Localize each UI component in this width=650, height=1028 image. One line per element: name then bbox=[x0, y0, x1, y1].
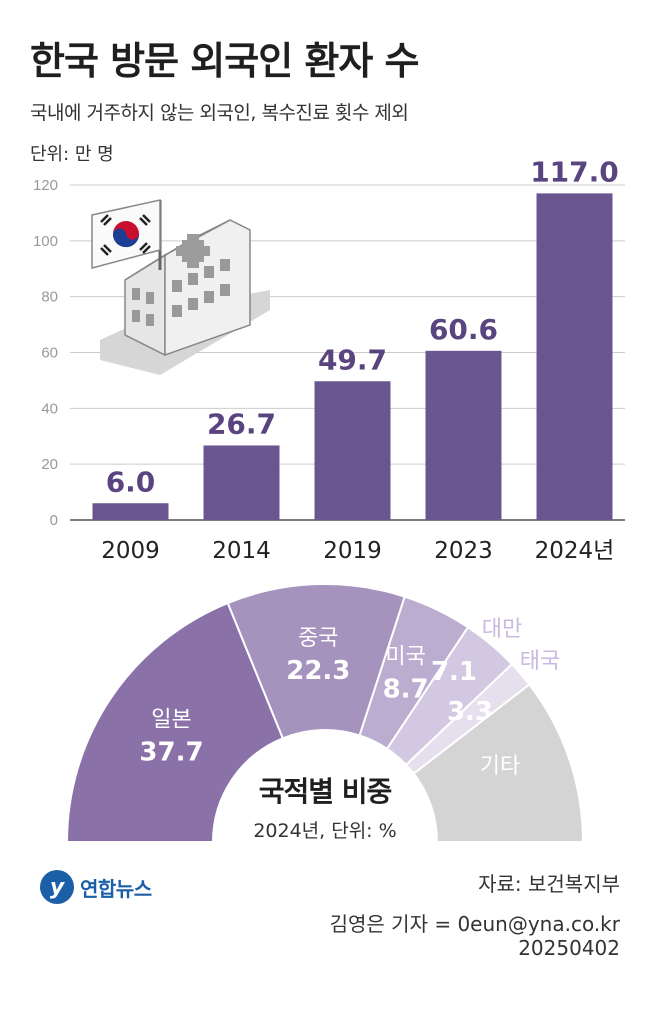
bar-value-label: 49.7 bbox=[318, 343, 387, 376]
source-text: 자료: 보건복지부 bbox=[478, 872, 620, 896]
x-category-label: 2024년 bbox=[535, 538, 615, 564]
donut-slice bbox=[412, 683, 585, 843]
bar-value-label: 60.6 bbox=[429, 313, 498, 346]
donut-slice bbox=[65, 601, 285, 843]
y-tick-label: 20 bbox=[41, 456, 58, 473]
y-tick-label: 80 bbox=[41, 289, 58, 306]
bars-layer: 6.0 2009 26.7 2014 49.7 2019 60.6 2023 117.0 2024… bbox=[92, 160, 619, 564]
x-category-label: 2019 bbox=[323, 538, 382, 564]
slice-name-label: 태국 bbox=[520, 649, 560, 674]
bar bbox=[203, 445, 280, 520]
y-tick-label: 40 bbox=[41, 400, 58, 417]
unit-label: 단위: 만 명 bbox=[30, 144, 114, 165]
donut-slice bbox=[226, 583, 406, 740]
yonhap-logo-icon: y bbox=[40, 870, 74, 904]
bar bbox=[314, 381, 391, 520]
date-text: 20250402 bbox=[518, 936, 620, 960]
yonhap-logo: y 연합뉴스 bbox=[40, 870, 152, 904]
slice-value-label: 37.7 bbox=[139, 738, 203, 768]
bar bbox=[92, 503, 169, 520]
x-category-label: 2023 bbox=[434, 538, 493, 564]
page-subtitle: 국내에 거주하지 않는 외국인, 복수진료 횟수 제외 bbox=[30, 102, 409, 124]
bar bbox=[425, 350, 502, 520]
y-tick-label: 0 bbox=[50, 512, 58, 529]
donut-subtitle: 2024년, 단위: % bbox=[253, 820, 397, 842]
slice-name-label: 대만 bbox=[482, 617, 522, 642]
slice-name-label: 일본 bbox=[151, 708, 191, 733]
slice-name-label: 중국 bbox=[298, 626, 338, 651]
page-title: 한국 방문 외국인 환자 수 bbox=[30, 39, 420, 83]
slice-value-label: 22.3 bbox=[286, 656, 350, 686]
x-category-label: 2009 bbox=[101, 538, 160, 564]
logo-text: 연합뉴스 bbox=[80, 876, 152, 901]
slice-value-label: 7.1 bbox=[431, 657, 477, 687]
bar-value-label: 26.7 bbox=[207, 407, 276, 440]
hospital-building-icon bbox=[100, 219, 270, 375]
slice-name-label: 미국 bbox=[385, 644, 425, 669]
bar-value-label: 117.0 bbox=[530, 160, 619, 188]
y-tick-label: 120 bbox=[33, 177, 58, 194]
y-tick-label: 100 bbox=[33, 233, 58, 250]
y-tick-label: 60 bbox=[41, 345, 58, 362]
bar bbox=[536, 193, 613, 520]
donut-title: 국적별 비중 bbox=[258, 775, 393, 808]
korean-flag-icon bbox=[91, 199, 162, 270]
bar-value-label: 6.0 bbox=[106, 465, 156, 498]
x-category-label: 2014 bbox=[212, 538, 271, 564]
credit-text: 김영은 기자 = 0eun@yna.co.kr bbox=[329, 912, 620, 936]
slice-name-label: 기타 bbox=[480, 754, 520, 779]
